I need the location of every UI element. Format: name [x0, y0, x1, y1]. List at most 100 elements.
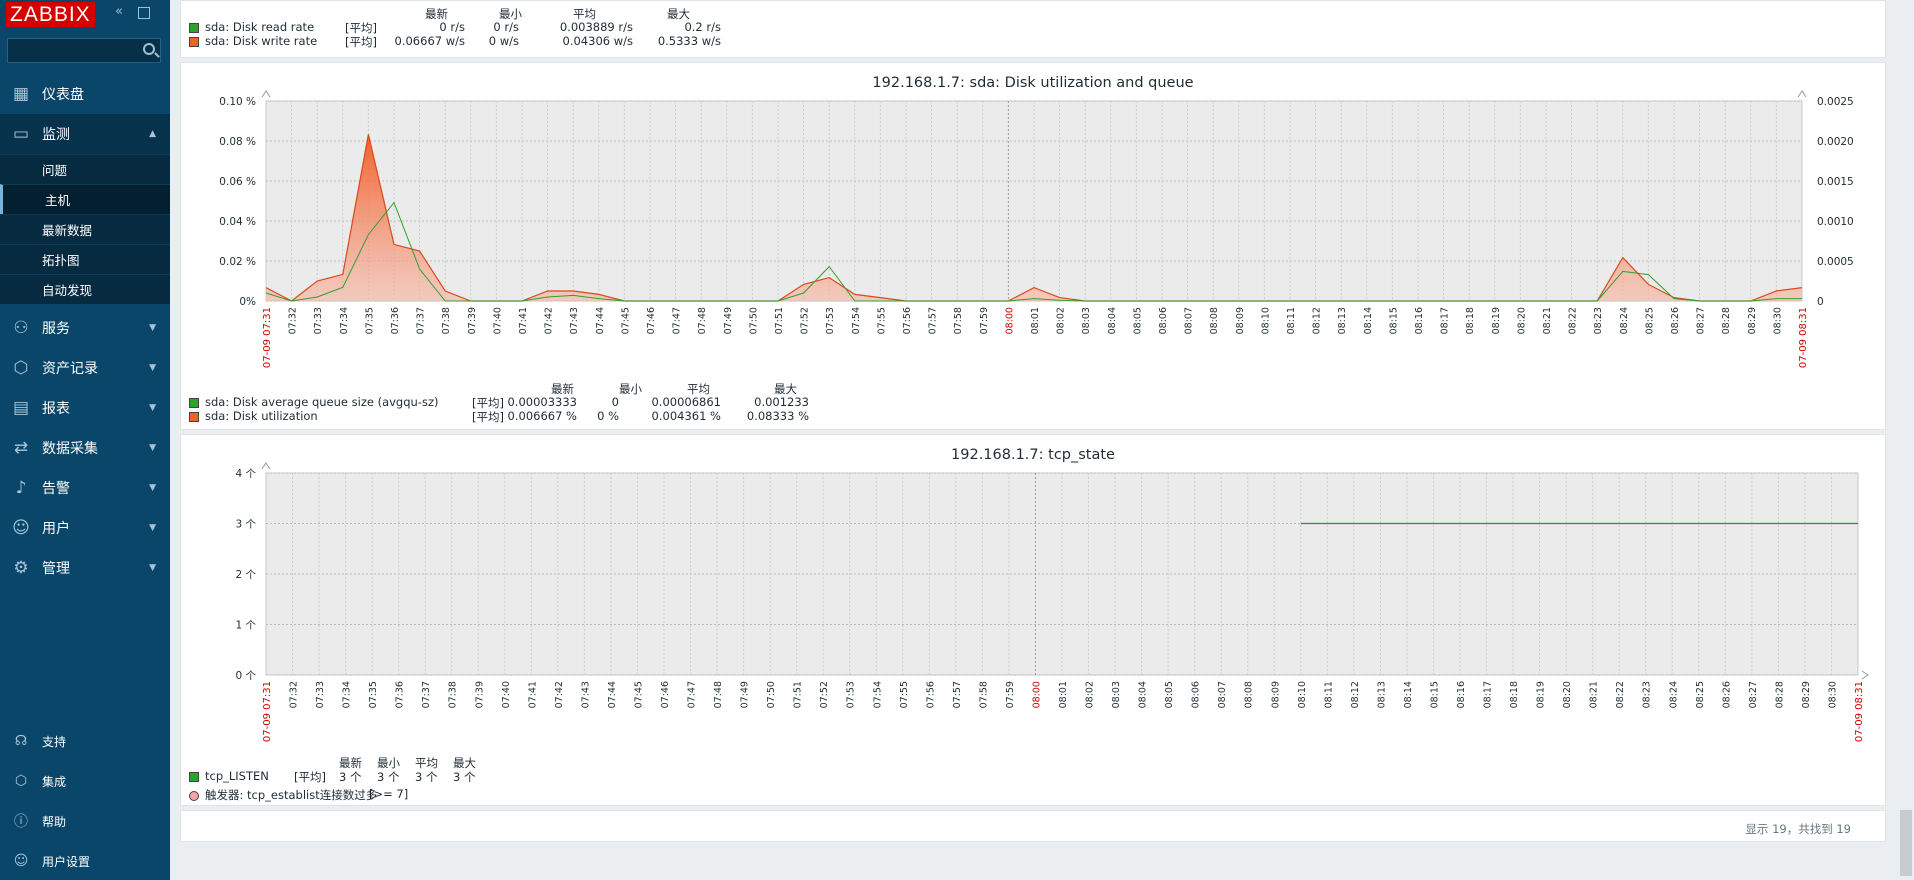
legend-header-last: 最新 [425, 7, 448, 21]
menu-monitoring[interactable]: ▭ 监测 ▲ [0, 114, 170, 154]
x-tick-label: 08:10 [1260, 307, 1271, 334]
monitoring-icon: ▭ [12, 124, 30, 144]
x-tick-label: 07:54 [872, 681, 883, 708]
x-tick-label-end: 07-09 08:31 [1798, 307, 1809, 368]
x-tick-label: 07:57 [928, 307, 939, 334]
menu-administration[interactable]: ⚙ 管理 ▼ [0, 548, 170, 588]
x-tick-label: 08:12 [1350, 681, 1361, 708]
disk-utilization-chart[interactable]: 0.10 % 0.0025 0.08 % 0.0020 0.06 % 0.0015 0.04… [181, 63, 1887, 431]
dashboard-icon: ▦ [12, 84, 30, 104]
x-tick-label: 08:27 [1748, 681, 1759, 708]
trigger-color-swatch [189, 790, 199, 801]
graph-panel-disk-rate: 最新 最小 平均 最大 sda: Disk read rate [平均] 0 r… [180, 0, 1886, 58]
x-tick-label: 08:24 [1619, 307, 1630, 334]
x-tick-label: 07:32 [289, 681, 300, 708]
y-tick-left: 0.06 % [219, 176, 256, 188]
legend-trigger-row: 触发器: tcp_establist连接数过多 [>= 7] [189, 787, 408, 802]
user-settings-icon: ☺ [13, 853, 29, 869]
x-tick-label: 07:42 [544, 307, 555, 334]
submenu-discovery[interactable]: 自动发现 [0, 274, 170, 304]
menu-data-collection[interactable]: ⇄ 数据采集 ▼ [0, 428, 170, 468]
y-tick-right: 0.0015 [1817, 176, 1854, 188]
x-tick-label: 08:09 [1235, 307, 1246, 334]
alerts-icon: ♪ [15, 478, 27, 498]
submenu-latest-data[interactable]: 最新数据 [0, 214, 170, 244]
y-tick-left: 0.04 % [219, 216, 256, 228]
menu-integrations[interactable]: ⬡ 集成 [0, 766, 170, 796]
x-tick-label: 08:28 [1721, 307, 1732, 334]
x-tick-label: 08:00 [1004, 307, 1015, 334]
submenu-maps[interactable]: 拓扑图 [0, 244, 170, 274]
zabbix-logo[interactable]: ZABBIX [6, 2, 95, 27]
menu-user-settings[interactable]: ☺ 用户设置 [0, 846, 170, 876]
search-input[interactable] [7, 38, 161, 63]
sidebar: ZABBIX « ▦ 仪表盘 ▭ 监测 ▲ 问题 主机 最新数据 拓扑图 自动发现 ⚇… [0, 0, 170, 880]
search-icon[interactable] [143, 43, 155, 55]
x-tick-label: 07:33 [315, 681, 326, 708]
legend-color-swatch [189, 36, 199, 47]
menu-support[interactable]: ☊ 支持 [0, 726, 170, 756]
legend-row: sda: Disk utilization [平均] 0.006667 % 0 … [189, 409, 809, 424]
submenu-problems[interactable]: 问题 [0, 154, 170, 184]
x-tick-label: 08:06 [1191, 681, 1202, 708]
x-tick-label: 07:53 [846, 681, 857, 708]
x-tick-label: 08:09 [1270, 681, 1281, 708]
x-tick-label: 08:15 [1429, 681, 1440, 708]
graph-panel-disk-utilization: 192.168.1.7: sda: Disk utilization and q… [180, 62, 1886, 430]
legend-header-min: 最小 [619, 382, 642, 396]
menu-reports[interactable]: ▤ 报表 ▼ [0, 388, 170, 428]
x-tick-label: 08:27 [1696, 307, 1707, 334]
x-tick-label: 07:34 [342, 681, 353, 708]
legend-header-max: 最大 [774, 382, 797, 396]
chevron-down-icon: ▼ [149, 523, 156, 533]
chevron-down-icon: ▼ [149, 363, 156, 373]
legend-color-swatch [189, 411, 199, 422]
x-tick-label: 08:11 [1323, 681, 1334, 708]
x-tick-label: 07:47 [687, 681, 698, 708]
x-tick-label: 08:23 [1642, 681, 1653, 708]
x-tick-label: 07:52 [800, 307, 811, 334]
kiosk-mode-icon[interactable] [138, 7, 150, 19]
y-tick: 3 个 [235, 519, 256, 531]
x-tick-label: 07:53 [825, 307, 836, 334]
x-tick-label: 07:44 [595, 307, 606, 334]
x-tick-label: 07:58 [953, 307, 964, 334]
menu-alerts[interactable]: ♪ 告警 ▼ [0, 468, 170, 508]
x-tick-label: 07:40 [501, 681, 512, 708]
x-tick-label-start: 07-09 07:31 [262, 307, 273, 368]
legend-header-avg: 平均 [687, 382, 710, 396]
page-scrollbar[interactable] [1900, 810, 1912, 876]
chevron-down-icon: ▼ [149, 483, 156, 493]
x-tick-label: 07:43 [580, 681, 591, 708]
menu-services[interactable]: ⚇ 服务 ▼ [0, 308, 170, 348]
collapse-sidebar-icon[interactable]: « [115, 4, 123, 19]
x-tick-label: 08:29 [1801, 681, 1812, 708]
menu-help[interactable]: ⓘ 帮助 [0, 806, 170, 836]
x-tick-label: 08:05 [1164, 681, 1175, 708]
x-tick-label: 08:21 [1589, 681, 1600, 708]
x-tick-label: 07:56 [925, 681, 936, 708]
chevron-down-icon: ▼ [149, 323, 156, 333]
y-tick-right: 0.0020 [1817, 136, 1854, 148]
x-tick-label: 07:37 [421, 681, 432, 708]
x-tick-label: 08:11 [1286, 307, 1297, 334]
graph-legend: 最新 最小 平均 最大 tcp_LISTEN [平均] 3 个 3 个 3 个 … [189, 755, 476, 802]
x-tick-label: 08:15 [1388, 307, 1399, 334]
submenu-hosts[interactable]: 主机 [0, 184, 170, 214]
menu-users[interactable]: ☺ 用户 ▼ [0, 508, 170, 548]
x-tick-label: 07:56 [902, 307, 913, 334]
x-tick-label: 07:55 [876, 307, 887, 334]
y-tick: 4 个 [235, 468, 256, 480]
x-tick-label: 07:48 [697, 307, 708, 334]
x-tick-label: 08:25 [1695, 681, 1706, 708]
x-tick-label: 08:29 [1747, 307, 1758, 334]
x-tick-label: 07:39 [474, 681, 485, 708]
x-tick-label: 08:04 [1107, 307, 1118, 334]
x-tick-label: 07:38 [448, 681, 459, 708]
legend-header-last: 最新 [551, 382, 574, 396]
x-tick-label: 08:28 [1774, 681, 1785, 708]
x-tick-label: 08:18 [1465, 307, 1476, 334]
menu-dashboard[interactable]: ▦ 仪表盘 [0, 74, 170, 114]
tcp-state-chart[interactable]: 4 个 3 个 2 个 1 个 0 个 07:32 07:33 07:34 07:35 07:36… [181, 435, 1887, 807]
menu-inventory[interactable]: ⬡ 资产记录 ▼ [0, 348, 170, 388]
